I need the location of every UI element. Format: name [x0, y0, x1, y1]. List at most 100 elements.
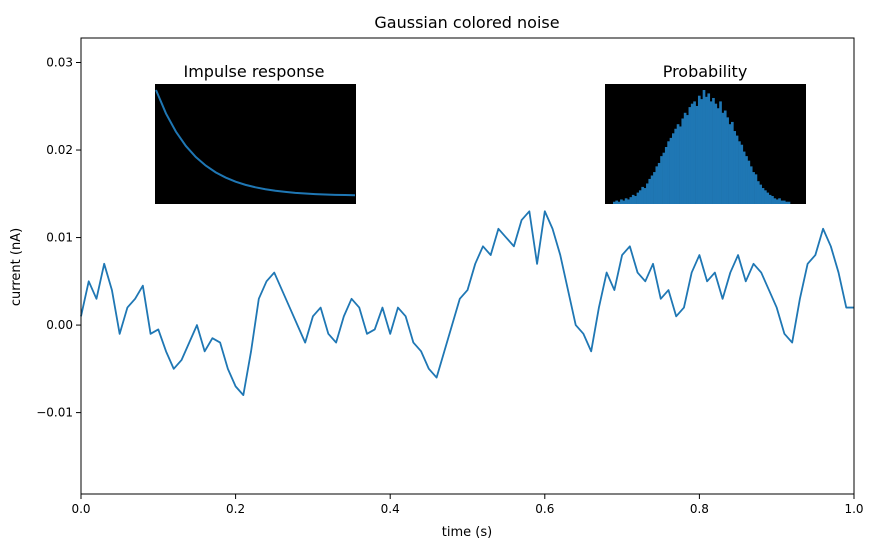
histogram-bar — [733, 131, 737, 204]
histogram-bar — [740, 144, 744, 204]
chart-title: Gaussian colored noise — [374, 13, 559, 32]
histogram-bar — [728, 124, 732, 204]
histogram-bar — [785, 201, 788, 204]
histogram-bar — [764, 190, 767, 204]
histogram-bar — [636, 192, 640, 204]
x-ticks: 0.0 0.2 0.4 0.6 0.8 1.0 — [71, 494, 864, 516]
main-chart: Gaussian colored noise current (nA) time… — [9, 13, 864, 540]
histogram-bar — [754, 174, 758, 204]
histogram-bar — [620, 199, 623, 204]
histogram-bar — [775, 199, 779, 204]
x-tick-label: 0.2 — [226, 502, 245, 516]
histogram-bar — [719, 101, 722, 204]
histogram-bar — [759, 184, 762, 204]
histogram-bar — [782, 200, 786, 204]
histogram-bar — [674, 128, 678, 204]
histogram-bar — [648, 178, 652, 204]
histogram-bar — [714, 103, 718, 204]
histogram-bar — [686, 115, 689, 204]
histogram-bar — [709, 101, 713, 204]
histogram-bar — [617, 201, 621, 204]
histogram-bar — [716, 108, 720, 204]
y-tick-label: 0.01 — [46, 231, 73, 245]
impulse-background — [155, 84, 356, 204]
x-tick-label: 1.0 — [844, 502, 863, 516]
histogram-bar — [690, 103, 694, 204]
histogram-bar — [679, 126, 682, 204]
histogram-bar — [735, 135, 739, 204]
histogram-bar — [660, 156, 663, 204]
histogram-bar — [693, 101, 696, 204]
y-tick-label: 0.03 — [46, 56, 73, 70]
histogram-bar — [627, 199, 630, 204]
histogram-bar — [697, 95, 701, 204]
x-axis-label: time (s) — [442, 525, 492, 540]
histogram-bar — [624, 198, 628, 204]
histogram-bar — [631, 194, 635, 204]
probability-title: Probability — [663, 62, 748, 81]
histogram-bar — [650, 175, 654, 204]
histogram-bar — [773, 198, 777, 204]
y-ticks: −0.01 0.00 0.01 0.02 0.03 — [36, 56, 81, 420]
histogram-bar — [615, 200, 619, 204]
histogram-bar — [721, 112, 725, 204]
histogram-bar — [669, 137, 673, 204]
histogram-bar — [629, 197, 633, 204]
histogram-bar — [771, 196, 774, 204]
impulse-title: Impulse response — [184, 62, 325, 81]
y-tick-label: −0.01 — [36, 406, 73, 420]
histogram-bar — [667, 141, 670, 204]
histogram-bar — [676, 124, 680, 204]
probability-inset: Probability — [605, 62, 806, 204]
histogram-bar — [681, 118, 685, 204]
histogram-bar — [641, 186, 644, 204]
histogram-bar — [700, 99, 703, 204]
impulse-curve — [155, 89, 356, 197]
histogram-bar — [613, 201, 616, 204]
histogram-bar — [695, 105, 699, 204]
histogram-bar — [766, 192, 770, 204]
probability-bars — [613, 90, 791, 204]
histogram-bar — [688, 107, 692, 204]
histogram-bar — [787, 201, 791, 204]
histogram-bar — [778, 198, 781, 204]
y-axis-label: current (nA) — [9, 228, 24, 306]
histogram-bar — [672, 133, 675, 204]
x-tick-label: 0.6 — [535, 502, 554, 516]
x-tick-label: 0.8 — [690, 502, 709, 516]
histogram-bar — [638, 190, 642, 204]
y-tick-label: 0.00 — [46, 318, 73, 332]
histogram-bar — [756, 181, 760, 204]
histogram-bar — [655, 166, 659, 204]
histogram-bar — [761, 188, 765, 204]
plot-frame — [80, 37, 855, 495]
histogram-bar — [712, 97, 715, 204]
histogram-bar — [683, 112, 687, 204]
x-tick-label: 0.4 — [381, 502, 400, 516]
histogram-bar — [749, 166, 753, 204]
histogram-bar — [752, 172, 755, 204]
histogram-bar — [634, 196, 637, 204]
histogram-bar — [723, 110, 727, 204]
histogram-bar — [622, 200, 626, 204]
histogram-bar — [738, 141, 741, 204]
histogram-bar — [646, 183, 649, 204]
histogram-bar — [662, 152, 666, 204]
histogram-bar — [657, 162, 661, 204]
histogram-bar — [745, 156, 748, 204]
series-line — [80, 210, 854, 396]
x-tick-label: 0.0 — [71, 502, 90, 516]
histogram-bar — [702, 90, 706, 204]
histogram-bar — [742, 151, 746, 204]
histogram-bar — [780, 200, 784, 204]
histogram-bar — [726, 117, 729, 204]
y-tick-label: 0.02 — [46, 143, 73, 157]
histogram-bar — [664, 147, 668, 204]
histogram-bar — [707, 93, 711, 204]
histogram-bar — [768, 194, 772, 204]
histogram-bar — [731, 121, 734, 204]
impulse-response-inset: Impulse response — [155, 62, 356, 204]
histogram-bar — [705, 96, 708, 204]
